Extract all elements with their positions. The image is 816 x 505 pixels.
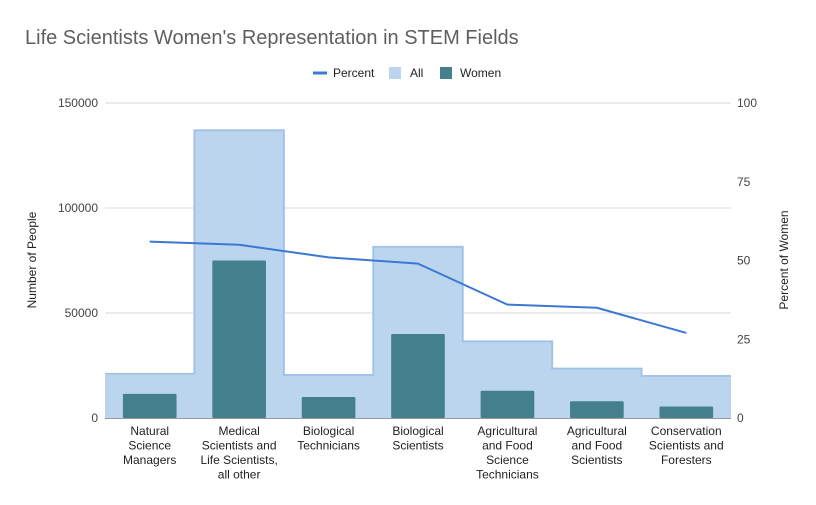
right-tick-label: 0 — [737, 411, 744, 425]
category-label: Conservation Scientists and Foresters — [649, 424, 724, 467]
right-axis-ticks: 0 25 50 75 100 — [737, 96, 757, 425]
category-label-line: Biological — [303, 424, 354, 438]
right-tick-label: 25 — [737, 332, 751, 346]
legend-women-label: Women — [460, 66, 501, 80]
left-tick-label: 50000 — [65, 306, 99, 320]
legend-all-swatch — [389, 67, 401, 79]
category-label-line: Biological — [392, 424, 443, 438]
left-tick-label: 100000 — [58, 201, 98, 215]
category-label: Biological Scientists — [392, 424, 443, 453]
category-label-line: Science — [486, 453, 529, 467]
right-tick-label: 50 — [737, 254, 751, 268]
category-label: Biological Technicians — [297, 424, 360, 453]
category-label-line: Technicians — [476, 468, 539, 482]
percent-line-series — [149, 240, 687, 334]
women-bar — [480, 390, 535, 418]
women-bar — [391, 334, 445, 418]
legend-women-swatch — [440, 67, 452, 79]
category-label-line: Agricultural — [477, 424, 537, 438]
women-bar — [122, 393, 177, 418]
category-label-line: Scientists — [392, 439, 443, 453]
left-tick-label: 0 — [91, 411, 98, 425]
category-label-line: and Food — [482, 439, 533, 453]
category-label-line: Scientists and — [202, 439, 277, 453]
chart-title: Life Scientists Women's Representation i… — [25, 27, 519, 49]
category-label-line: Conservation — [651, 424, 722, 438]
category-label-line: all other — [218, 468, 261, 482]
category-label-line: and Food — [571, 439, 622, 453]
legend: Percent All Women — [313, 66, 501, 80]
left-axis-ticks: 0 50000 100000 150000 — [58, 96, 98, 425]
left-tick-label: 150000 — [58, 96, 98, 110]
legend-all-label: All — [410, 66, 423, 80]
women-bar — [659, 406, 714, 418]
right-tick-label: 75 — [737, 175, 751, 189]
category-label-line: Foresters — [661, 453, 712, 467]
category-label-line: Medical — [218, 424, 259, 438]
category-label-line: Scientists — [571, 453, 622, 467]
women-bar — [570, 401, 624, 418]
left-axis-title: Number of People — [25, 211, 39, 308]
category-label-line: Technicians — [297, 439, 360, 453]
category-label: Agricultural and Food Scientists — [567, 424, 627, 467]
category-label-line: Managers — [123, 453, 176, 467]
category-label: Natural Science Managers — [123, 424, 176, 467]
category-label-line: Agricultural — [567, 424, 627, 438]
category-label-line: Scientists and — [649, 439, 724, 453]
category-label-line: Life Scientists, — [200, 453, 277, 467]
category-label-line: Natural — [130, 424, 169, 438]
women-bar — [212, 260, 266, 418]
category-label-line: Science — [128, 439, 171, 453]
right-tick-label: 100 — [737, 96, 757, 110]
legend-percent-label: Percent — [333, 66, 375, 80]
category-label: Medical Scientists and Life Scientists, all… — [200, 424, 277, 482]
all-area-outline — [105, 129, 731, 377]
women-bar — [301, 397, 356, 418]
women-bar-series — [122, 260, 714, 418]
category-label: Agricultural and Food Science Technicians — [476, 424, 539, 482]
right-axis-title: Percent of Women — [777, 210, 791, 309]
